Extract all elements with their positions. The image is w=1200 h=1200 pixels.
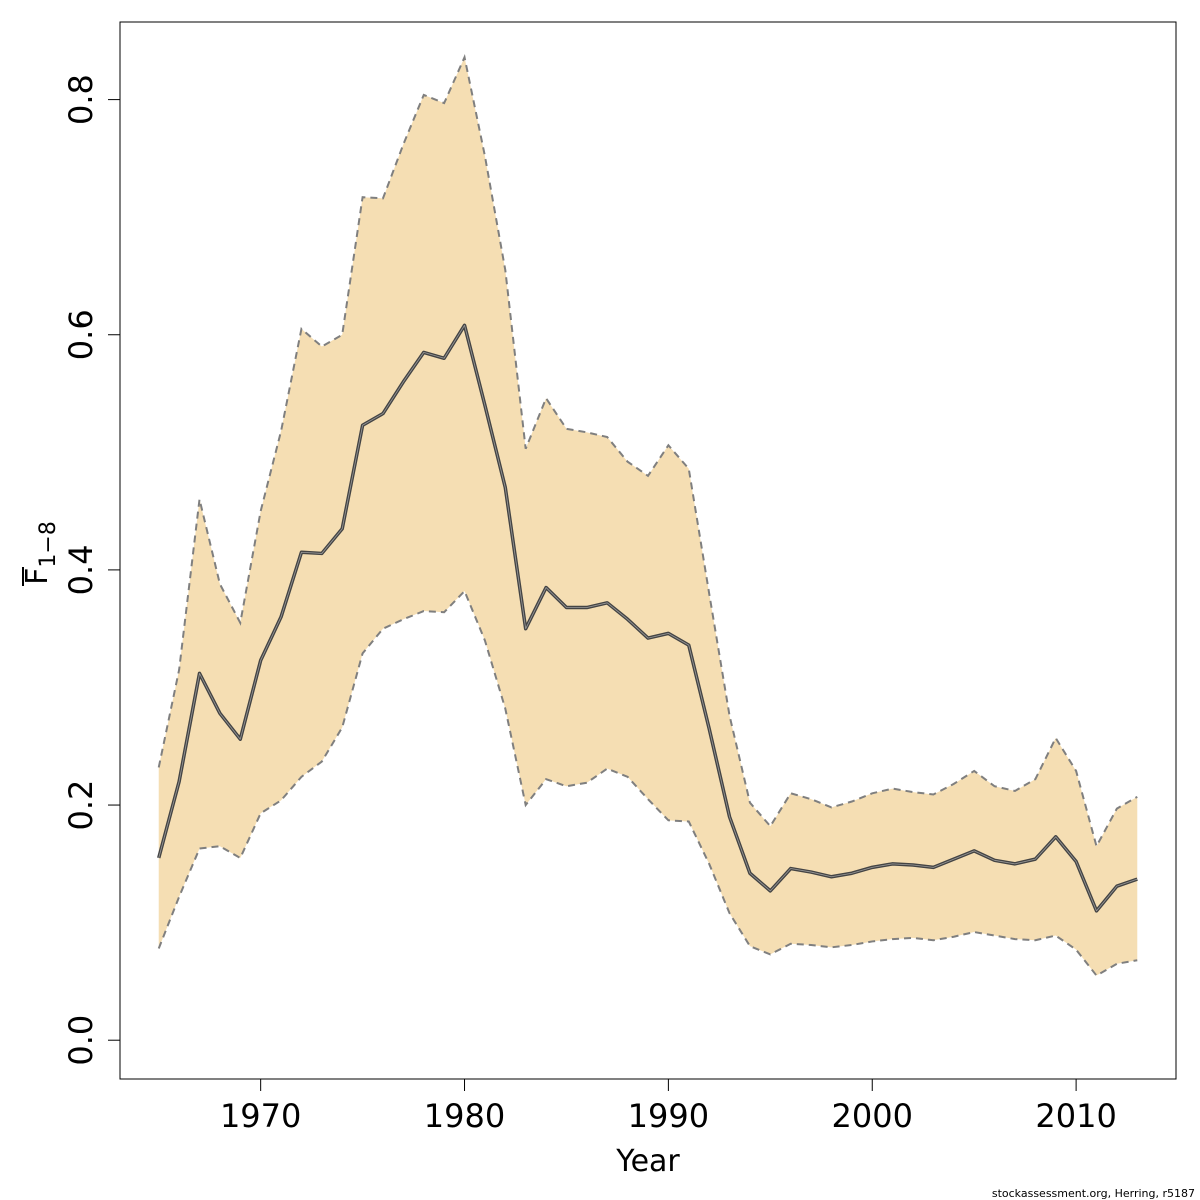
y-tick-label: 0.2 (62, 780, 100, 831)
estimate-line-highlight (158, 324, 1138, 912)
y-axis: 0.0 0.2 0.4 0.6 0.8 (62, 74, 120, 1066)
lower-bound-line (157, 589, 1138, 977)
y-tick-label: 0.8 (62, 74, 100, 125)
confidence-band-layer (158, 57, 1138, 976)
svg-text:F1−8: F1−8 (20, 521, 61, 585)
upper-bound-line (157, 54, 1138, 849)
credit-text: stockassessment.org, Herring, r5187 (992, 1187, 1195, 1200)
series-layer (157, 54, 1138, 977)
x-axis: 1970 1980 1990 2000 2010 (220, 1079, 1117, 1135)
plot-frame (119, 21, 1177, 1080)
y-tick-label: 0.6 (62, 309, 100, 360)
confidence-band (158, 57, 1138, 976)
x-tick-label: 2000 (832, 1097, 913, 1135)
x-tick-label: 1990 (628, 1097, 709, 1135)
y-axis-title-main: F (20, 568, 55, 585)
x-tick-label: 1970 (220, 1097, 301, 1135)
y-axis-title-subscript: 1−8 (36, 521, 61, 567)
x-axis-title: Year (615, 1144, 680, 1179)
x-tick-label: 2010 (1035, 1097, 1116, 1135)
y-axis-title: F1−8 (20, 521, 61, 586)
y-tick-label: 0.0 (62, 1015, 100, 1066)
y-tick-label: 0.4 (62, 544, 100, 595)
x-tick-label: 1980 (424, 1097, 505, 1135)
